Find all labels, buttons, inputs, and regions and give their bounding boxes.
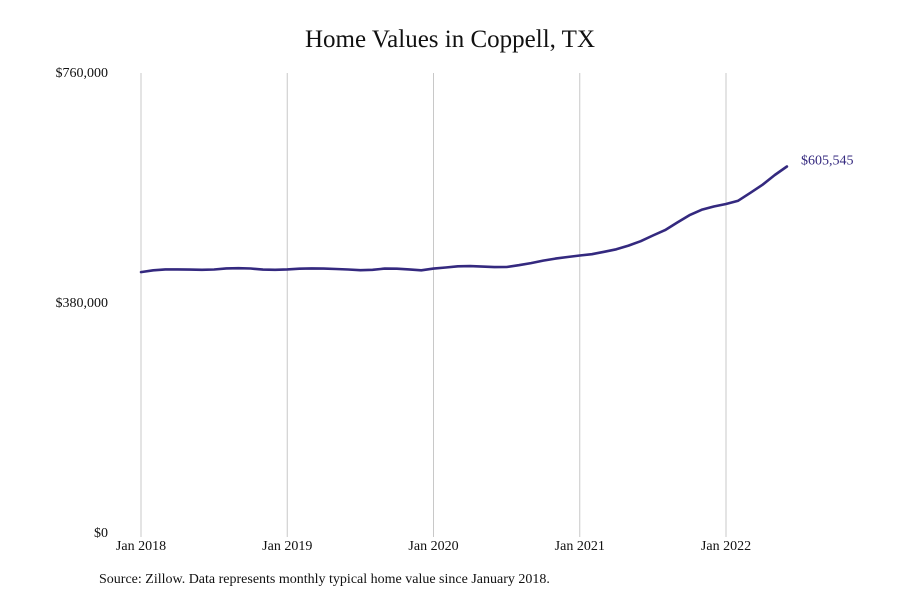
series-line [139, 165, 789, 274]
y-axis-ticks: $0 $380,000 $760,000 [56, 66, 109, 541]
x-tick-label: Jan 2018 [116, 539, 166, 554]
x-axis-ticks: Jan 2018 Jan 2019 Jan 2020 Jan 2021 Jan 2022 [116, 539, 751, 554]
x-tick-label: Jan 2020 [408, 539, 458, 554]
y-tick-label: $0 [94, 526, 108, 541]
x-tick-label: Jan 2019 [262, 539, 312, 554]
x-tick-label: Jan 2021 [555, 539, 605, 554]
source-note: Source: Zillow. Data represents monthly … [99, 572, 550, 587]
gridlines [140, 73, 727, 537]
y-tick-label: $760,000 [56, 66, 109, 81]
end-value-label: $605,545 [801, 153, 854, 168]
data-labels: $605,545 [801, 153, 854, 168]
y-tick-label: $380,000 [56, 296, 109, 311]
series [139, 165, 789, 274]
chart-title: Home Values in Coppell, TX [304, 26, 596, 53]
x-tick-label: Jan 2022 [701, 539, 751, 554]
